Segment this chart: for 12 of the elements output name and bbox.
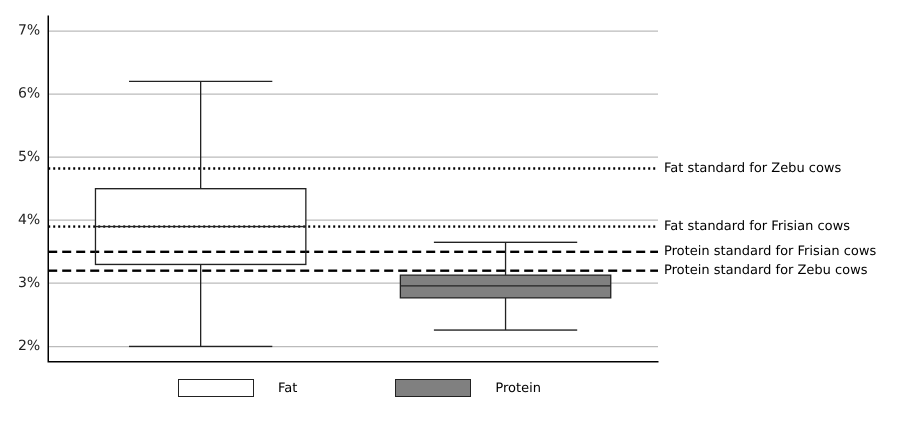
y-tick-label: 7% [18,22,40,39]
ref-line-label: Protein standard for Frisian cows [664,244,876,260]
y-tick-label: 3% [18,274,40,291]
y-tick-label: 6% [18,86,40,102]
ref-line-label: Fat standard for Frisian cows [664,218,850,234]
ref-line-label: Fat standard for Zebu cows [664,160,842,176]
y-tick-label: 2% [18,338,40,354]
y-tick-label: 4% [18,212,40,228]
y-tick-label: 5% [18,148,40,165]
text: Fat [278,380,298,396]
text: Protein [495,380,541,396]
ref-line-label: Protein standard for Zebu cows [664,263,868,278]
